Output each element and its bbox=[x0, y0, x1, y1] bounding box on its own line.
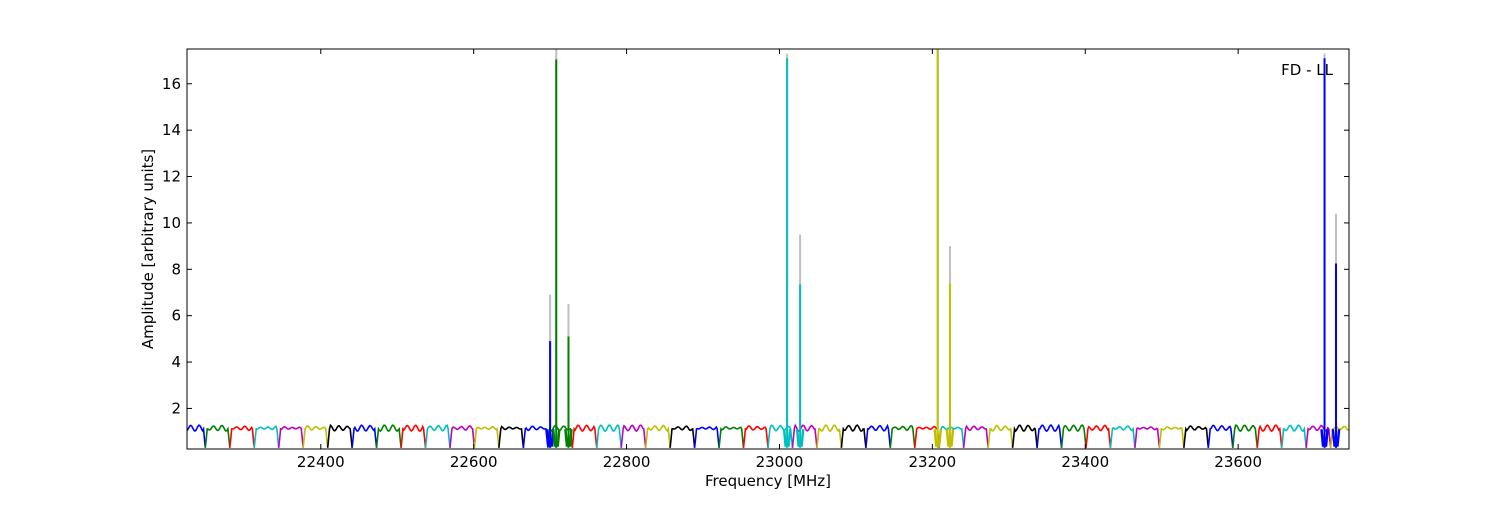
baseline-band bbox=[351, 424, 378, 448]
y-tick-label: 2 bbox=[171, 399, 181, 417]
y-tick-label: 16 bbox=[162, 75, 181, 93]
baseline-band bbox=[816, 424, 843, 448]
baseline-band bbox=[229, 425, 256, 448]
baseline-band bbox=[1183, 425, 1210, 448]
baseline-band bbox=[742, 425, 769, 448]
baseline-band bbox=[865, 423, 892, 448]
baseline-band bbox=[375, 424, 402, 448]
baseline-layer bbox=[187, 423, 1380, 448]
baseline-band bbox=[1232, 424, 1259, 448]
x-axis: 22400 22600 22800 23000 23200 23400 23600 bbox=[297, 49, 1262, 471]
x-tick-label: 23000 bbox=[756, 453, 804, 471]
baseline-band bbox=[669, 425, 696, 448]
baseline-band bbox=[1036, 423, 1063, 448]
y-tick-label: 10 bbox=[162, 214, 181, 232]
spike-base bbox=[1320, 429, 1329, 447]
baseline-band bbox=[1329, 425, 1349, 448]
baseline-band bbox=[1158, 426, 1185, 448]
spike-base bbox=[795, 429, 805, 447]
baseline-band bbox=[889, 424, 916, 448]
spike-base bbox=[551, 429, 561, 447]
x-tick-label: 23200 bbox=[909, 453, 957, 471]
baseline-band bbox=[449, 424, 476, 448]
baseline-band bbox=[1207, 424, 1234, 448]
baseline-band bbox=[473, 425, 500, 448]
baseline-band bbox=[187, 424, 207, 448]
y-axis: 2 4 6 8 10 12 14 16 bbox=[162, 75, 1349, 417]
baseline-band bbox=[718, 426, 745, 448]
x-tick-label: 22400 bbox=[297, 453, 345, 471]
baseline-band bbox=[1256, 424, 1283, 448]
y-tick-label: 14 bbox=[162, 121, 181, 139]
baseline-band bbox=[400, 424, 427, 448]
baseline-band bbox=[620, 424, 647, 448]
baseline-band bbox=[1280, 424, 1307, 448]
baseline-band bbox=[693, 425, 720, 448]
y-tick-label: 12 bbox=[162, 168, 181, 186]
spike-base bbox=[782, 429, 792, 447]
baseline-band bbox=[840, 424, 867, 448]
y-tick-label: 4 bbox=[171, 353, 181, 371]
baseline-band bbox=[596, 424, 622, 448]
y-axis-label: Amplitude [arbitrary units] bbox=[139, 149, 157, 349]
baseline-band bbox=[302, 425, 329, 448]
baseline-band bbox=[1085, 424, 1112, 448]
chart-annotation: FD - LL bbox=[1281, 61, 1333, 79]
raw-spike-layer bbox=[549, 49, 1338, 429]
baseline-band bbox=[522, 425, 549, 448]
spike-base bbox=[945, 429, 955, 447]
baseline-band bbox=[1109, 425, 1136, 448]
baseline-band bbox=[644, 424, 671, 448]
baseline-band bbox=[914, 425, 940, 448]
baseline-band bbox=[1134, 426, 1161, 448]
baseline-band bbox=[987, 424, 1014, 448]
baseline-band bbox=[326, 423, 353, 448]
baseline-band bbox=[1060, 424, 1087, 448]
plot-frame bbox=[186, 48, 1350, 450]
x-tick-label: 22800 bbox=[603, 453, 651, 471]
baseline-band bbox=[938, 425, 965, 448]
spike-base bbox=[564, 429, 573, 447]
x-axis-label: Frequency [MHz] bbox=[705, 472, 831, 490]
baseline-band bbox=[498, 425, 525, 448]
x-tick-label: 23400 bbox=[1061, 453, 1109, 471]
spike-base bbox=[1331, 429, 1341, 447]
baseline-band bbox=[277, 425, 304, 448]
x-tick-label: 22600 bbox=[450, 453, 498, 471]
baseline-band bbox=[767, 424, 794, 448]
baseline-band bbox=[424, 424, 451, 448]
baseline-band bbox=[962, 424, 989, 448]
spike-layer bbox=[545, 49, 1341, 448]
baseline-band bbox=[253, 425, 280, 448]
spike-base bbox=[545, 429, 555, 447]
baseline-band bbox=[791, 423, 818, 448]
baseline-band bbox=[571, 424, 598, 448]
baseline-band bbox=[204, 424, 231, 448]
y-tick-label: 6 bbox=[171, 307, 181, 325]
baseline-band bbox=[1355, 427, 1380, 448]
baseline-band bbox=[1011, 424, 1038, 448]
y-tick-label: 8 bbox=[171, 260, 181, 278]
spike-base bbox=[933, 429, 943, 447]
x-tick-label: 23600 bbox=[1214, 453, 1262, 471]
